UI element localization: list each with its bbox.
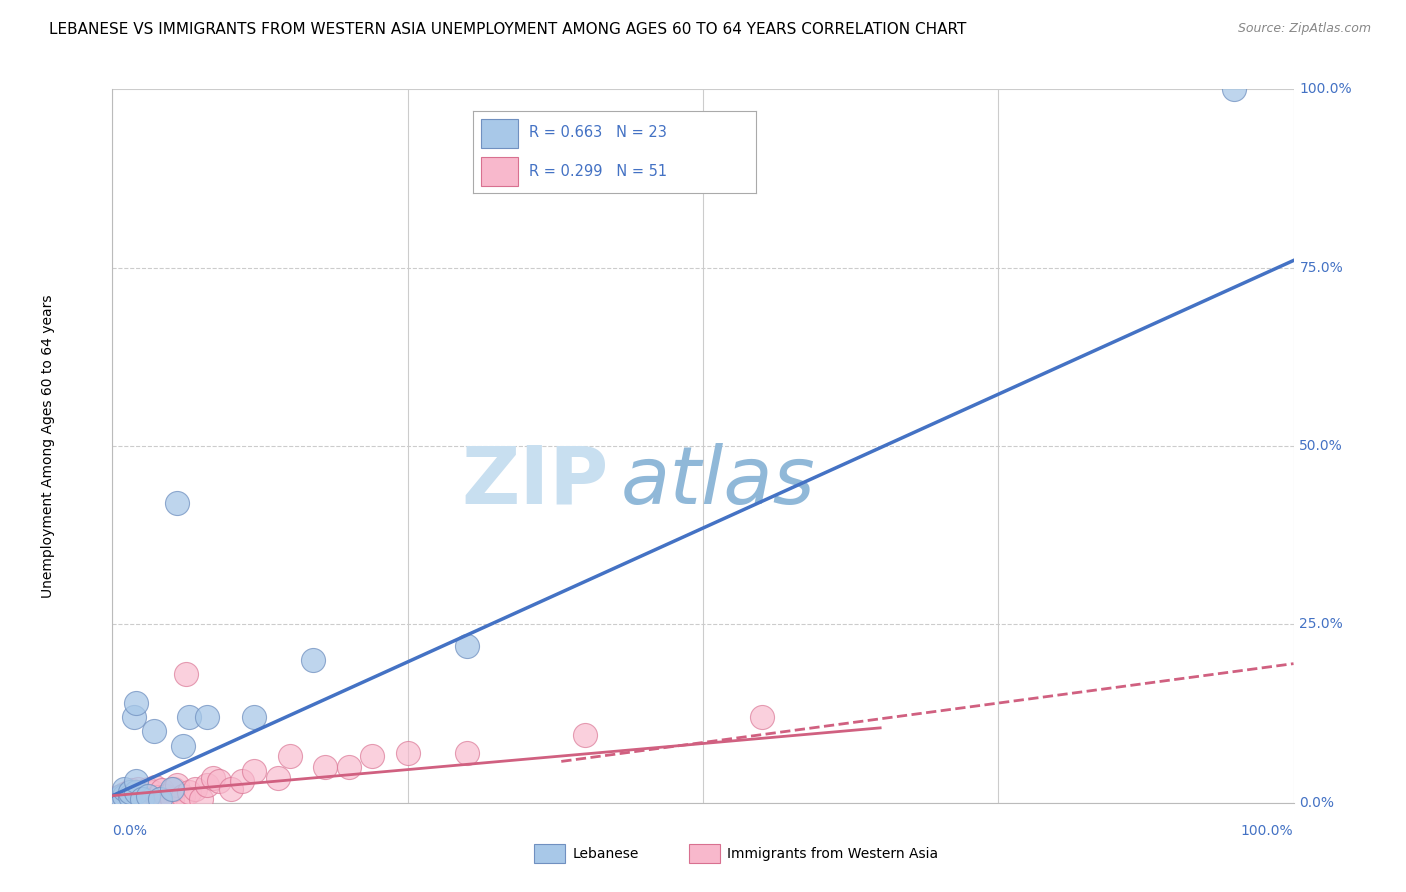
- Point: [112, 787, 135, 801]
- Point: [179, 710, 201, 724]
- Point: [120, 785, 142, 799]
- Point: [208, 774, 231, 789]
- Point: [136, 781, 159, 796]
- Point: [125, 785, 148, 799]
- Point: [163, 781, 186, 796]
- Text: Lebanese: Lebanese: [572, 847, 638, 861]
- Text: Unemployment Among Ages 60 to 64 years: Unemployment Among Ages 60 to 64 years: [41, 294, 55, 598]
- Point: [112, 789, 135, 803]
- Point: [166, 778, 188, 792]
- Point: [143, 780, 166, 794]
- Text: Source: ZipAtlas.com: Source: ZipAtlas.com: [1237, 22, 1371, 36]
- Point: [184, 781, 207, 796]
- Point: [117, 789, 139, 803]
- Point: [136, 792, 159, 806]
- Point: [231, 774, 253, 789]
- Point: [112, 792, 135, 806]
- Point: [120, 789, 142, 803]
- Point: [136, 789, 159, 803]
- Point: [142, 724, 165, 739]
- Point: [243, 764, 266, 778]
- Point: [155, 789, 177, 803]
- Point: [361, 749, 384, 764]
- Point: [107, 790, 129, 805]
- Point: [115, 794, 138, 808]
- Point: [149, 792, 172, 806]
- Point: [219, 781, 242, 796]
- Point: [160, 792, 183, 806]
- Point: [201, 771, 224, 785]
- Point: [174, 667, 197, 681]
- Text: 100.0%: 100.0%: [1241, 824, 1294, 838]
- Point: [150, 783, 173, 797]
- Text: 25.0%: 25.0%: [1299, 617, 1343, 632]
- Point: [314, 760, 336, 774]
- Point: [127, 781, 149, 796]
- Point: [125, 792, 148, 806]
- Text: 50.0%: 50.0%: [1299, 439, 1343, 453]
- Point: [125, 696, 148, 710]
- Point: [107, 792, 129, 806]
- Point: [1223, 82, 1246, 96]
- Point: [574, 728, 596, 742]
- Point: [131, 792, 153, 806]
- Text: atlas: atlas: [620, 442, 815, 521]
- Point: [110, 789, 132, 803]
- Point: [112, 781, 135, 796]
- Point: [172, 739, 194, 753]
- Point: [134, 789, 156, 803]
- Point: [243, 710, 266, 724]
- Point: [302, 653, 325, 667]
- Text: 100.0%: 100.0%: [1299, 82, 1353, 96]
- Text: LEBANESE VS IMMIGRANTS FROM WESTERN ASIA UNEMPLOYMENT AMONG AGES 60 TO 64 YEARS : LEBANESE VS IMMIGRANTS FROM WESTERN ASIA…: [49, 22, 966, 37]
- Text: 75.0%: 75.0%: [1299, 260, 1343, 275]
- Point: [125, 785, 148, 799]
- Point: [146, 790, 169, 805]
- Point: [112, 790, 135, 805]
- Text: Immigrants from Western Asia: Immigrants from Western Asia: [727, 847, 938, 861]
- Point: [125, 774, 148, 789]
- Text: ZIP: ZIP: [461, 442, 609, 521]
- Point: [120, 792, 142, 806]
- Point: [179, 785, 201, 799]
- Point: [120, 783, 142, 797]
- Text: 0.0%: 0.0%: [112, 824, 148, 838]
- Point: [105, 792, 128, 806]
- Point: [122, 790, 145, 805]
- Point: [149, 792, 172, 806]
- Text: 0.0%: 0.0%: [1299, 796, 1334, 810]
- Point: [142, 785, 165, 799]
- Point: [131, 792, 153, 806]
- Point: [195, 710, 218, 724]
- Point: [172, 789, 194, 803]
- Point: [111, 794, 134, 808]
- Point: [456, 746, 478, 760]
- Point: [337, 760, 360, 774]
- Point: [139, 792, 162, 806]
- Point: [190, 792, 212, 806]
- Point: [267, 771, 290, 785]
- Point: [160, 781, 183, 796]
- Point: [122, 710, 145, 724]
- Point: [751, 710, 773, 724]
- Point: [456, 639, 478, 653]
- Point: [101, 792, 124, 806]
- Point: [396, 746, 419, 760]
- Point: [278, 749, 301, 764]
- Point: [110, 792, 132, 806]
- Point: [195, 778, 218, 792]
- Point: [166, 496, 188, 510]
- Point: [104, 794, 127, 808]
